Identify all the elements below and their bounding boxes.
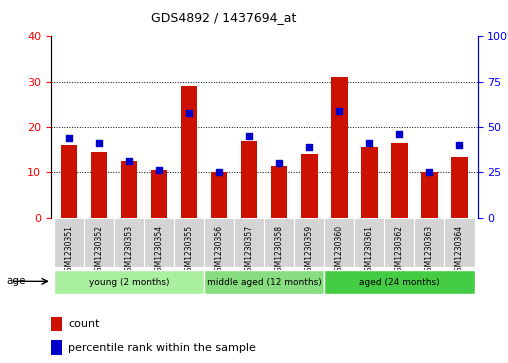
Bar: [415, 218, 444, 267]
Point: [275, 160, 283, 166]
Text: GSM1230362: GSM1230362: [395, 225, 404, 276]
Text: GSM1230356: GSM1230356: [214, 225, 224, 276]
Text: GSM1230360: GSM1230360: [335, 225, 344, 276]
Point: [95, 140, 103, 146]
Bar: [54, 218, 84, 267]
Bar: [324, 270, 474, 294]
Text: young (2 months): young (2 months): [89, 278, 169, 287]
Point: [125, 158, 133, 164]
Bar: [271, 166, 288, 218]
Text: GSM1230363: GSM1230363: [425, 225, 434, 276]
Bar: [241, 140, 258, 218]
Bar: [60, 145, 77, 218]
Bar: [54, 270, 204, 294]
Point: [155, 167, 163, 173]
Text: GSM1230361: GSM1230361: [365, 225, 374, 276]
Bar: [331, 77, 347, 218]
Bar: [51, 340, 61, 355]
Bar: [391, 143, 407, 218]
Text: middle aged (12 months): middle aged (12 months): [207, 278, 322, 287]
Text: percentile rank within the sample: percentile rank within the sample: [68, 343, 256, 352]
Bar: [294, 218, 324, 267]
Text: GSM1230352: GSM1230352: [94, 225, 104, 276]
Bar: [151, 170, 167, 218]
Text: GSM1230353: GSM1230353: [124, 225, 134, 276]
Text: GSM1230364: GSM1230364: [455, 225, 464, 276]
Bar: [264, 218, 294, 267]
Bar: [451, 156, 468, 218]
Bar: [121, 161, 137, 218]
Bar: [354, 218, 385, 267]
Point: [395, 131, 403, 137]
Point: [185, 110, 193, 116]
Point: [215, 170, 223, 175]
Bar: [204, 218, 234, 267]
Point: [245, 133, 253, 139]
Bar: [234, 218, 264, 267]
Bar: [385, 218, 415, 267]
Bar: [51, 317, 61, 331]
Text: GSM1230359: GSM1230359: [305, 225, 314, 276]
Point: [365, 140, 373, 146]
Text: GDS4892 / 1437694_at: GDS4892 / 1437694_at: [151, 11, 296, 24]
Bar: [301, 154, 318, 218]
Bar: [84, 218, 114, 267]
Text: GSM1230354: GSM1230354: [154, 225, 164, 276]
Bar: [174, 218, 204, 267]
Bar: [204, 270, 324, 294]
Point: [305, 144, 313, 150]
Point: [65, 135, 73, 141]
Text: GSM1230357: GSM1230357: [245, 225, 253, 276]
Text: aged (24 months): aged (24 months): [359, 278, 440, 287]
Bar: [361, 147, 377, 218]
Point: [425, 170, 433, 175]
Bar: [144, 218, 174, 267]
Bar: [421, 172, 438, 218]
Text: GSM1230351: GSM1230351: [65, 225, 73, 276]
Text: GSM1230355: GSM1230355: [184, 225, 194, 276]
Text: count: count: [68, 319, 100, 329]
Bar: [90, 152, 107, 218]
Point: [456, 142, 464, 148]
Bar: [324, 218, 354, 267]
Bar: [211, 172, 228, 218]
Point: [335, 108, 343, 114]
Bar: [114, 218, 144, 267]
Bar: [444, 218, 474, 267]
Text: GSM1230358: GSM1230358: [275, 225, 283, 276]
Text: age: age: [6, 276, 25, 286]
Bar: [181, 86, 197, 218]
